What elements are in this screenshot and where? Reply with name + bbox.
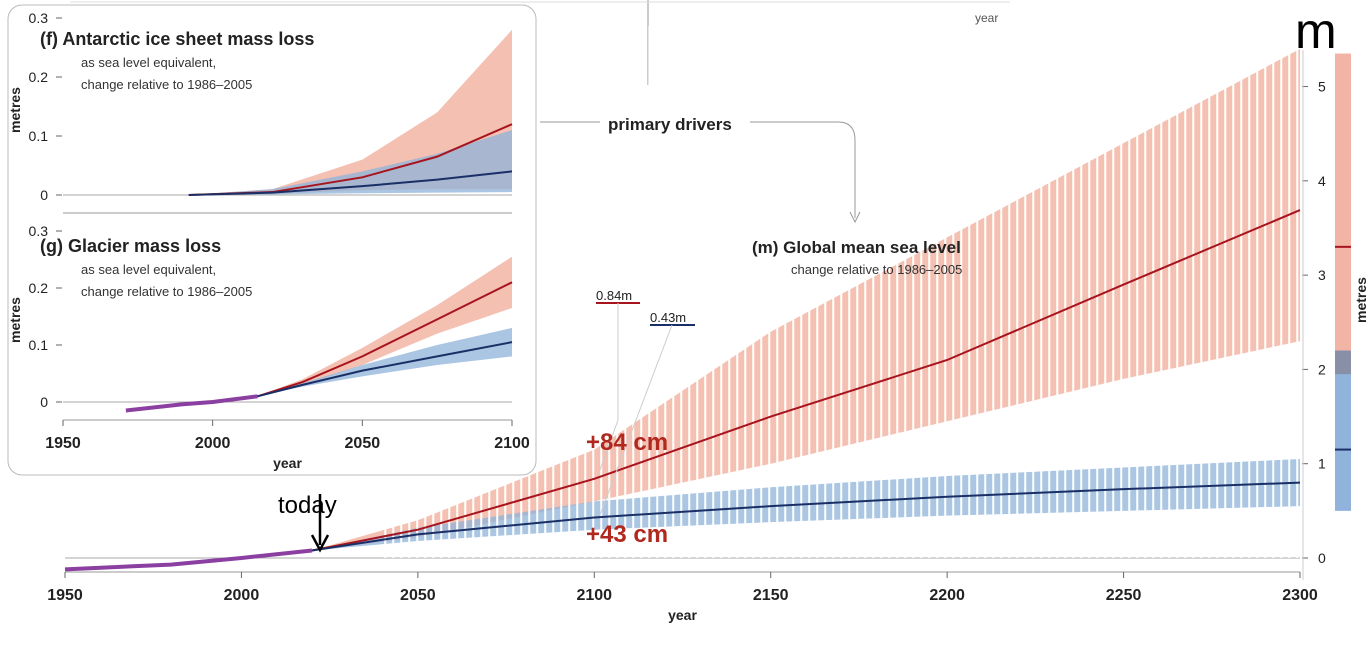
x-tick-label: 2100 xyxy=(576,587,612,604)
chart-subtitle: as sea level equivalent, xyxy=(81,55,216,70)
x-tick-label: 2200 xyxy=(929,587,965,604)
y-tick-label: 0.2 xyxy=(29,280,49,296)
low-scenario-median xyxy=(188,170,513,196)
today-arrowhead-icon xyxy=(310,534,330,553)
high-range-bar xyxy=(1335,53,1351,351)
inset-f-chart: 0 0.1 0.2 0.3 metres (f) Antarctic ice sheet … xyxy=(7,10,513,214)
x-tick-label: 2050 xyxy=(400,587,436,604)
x-tick-label: 2050 xyxy=(345,435,381,452)
plus43-annotation: +43 cm xyxy=(586,521,668,548)
high-scenario-band xyxy=(312,48,1300,551)
y-axis-label: metres xyxy=(7,87,23,133)
y-tick-label: 0 xyxy=(40,394,48,410)
chart-subtitle-2: change relative to 1986–2005 xyxy=(81,77,252,92)
y-tick-label: 0 xyxy=(1318,550,1326,566)
leader-084 xyxy=(599,303,619,471)
drivers-arrow xyxy=(750,121,856,218)
y-tick-label: 0.1 xyxy=(29,128,49,144)
x-axis-label: year xyxy=(273,455,302,471)
primary-drivers-label: primary drivers xyxy=(608,115,732,134)
y-tick-label: 1 xyxy=(1318,456,1326,472)
high-scenario-band xyxy=(188,29,512,195)
y-tick-label: 0.3 xyxy=(29,10,49,26)
observed-line xyxy=(64,548,313,572)
y-tick-label: 0.2 xyxy=(29,69,49,85)
y-tick-label: 0.1 xyxy=(29,337,49,353)
low-scenario-median xyxy=(311,481,1301,552)
arrowhead-icon xyxy=(849,211,861,224)
low-range-bar xyxy=(1335,350,1351,511)
low-scenario-band xyxy=(188,130,512,195)
observed-line xyxy=(125,394,258,413)
chart-title: (g) Glacier mass loss xyxy=(40,236,221,256)
x-tick-label: 2000 xyxy=(224,587,260,604)
chart-subtitle-2: change relative to 1986–2005 xyxy=(81,284,252,299)
x-tick-label: 2100 xyxy=(494,435,530,452)
x-tick-label: 2250 xyxy=(1106,587,1142,604)
x-tick-label: 2000 xyxy=(195,435,231,452)
y-tick-label: 0 xyxy=(40,187,48,203)
top-year-label: year xyxy=(975,11,998,25)
overlap-range-bar xyxy=(1335,350,1351,375)
y-tick-label: 5 xyxy=(1318,79,1326,95)
low-scenario-median xyxy=(257,341,513,398)
chart-subtitle: as sea level equivalent, xyxy=(81,262,216,277)
y-tick-label: 4 xyxy=(1318,173,1326,189)
label-043: 0.43m xyxy=(650,310,686,325)
y-axis-label: metres xyxy=(7,297,23,343)
label-084: 0.84m xyxy=(596,288,632,303)
today-label: today xyxy=(278,492,337,519)
chart-subtitle: change relative to 1986–2005 xyxy=(791,262,962,277)
x-axis-label: year xyxy=(668,607,697,623)
y-tick-label: 2 xyxy=(1318,361,1326,377)
leader-043 xyxy=(599,324,673,516)
high-scenario-median xyxy=(311,209,1301,552)
x-tick-label: 1950 xyxy=(47,587,83,604)
plus84-annotation: +84 cm xyxy=(586,429,668,456)
chart-title: (f) Antarctic ice sheet mass loss xyxy=(40,29,314,49)
y-tick-label: 0.3 xyxy=(29,223,49,239)
x-tick-label: 1950 xyxy=(45,435,81,452)
corner-m-label: m xyxy=(1295,3,1337,59)
high-scenario-median xyxy=(257,281,513,398)
inset-g-chart: 0 0.1 0.2 0.3 1950 2000 2050 2100 year metres (g) … xyxy=(7,223,530,471)
y-tick-label: 3 xyxy=(1318,267,1326,283)
y-axis-label: metres xyxy=(1353,277,1369,323)
low-scenario-band xyxy=(257,327,512,397)
chart-title: (m) Global mean sea level xyxy=(752,238,961,257)
x-tick-label: 2300 xyxy=(1282,587,1318,604)
x-tick-label: 2150 xyxy=(753,587,789,604)
